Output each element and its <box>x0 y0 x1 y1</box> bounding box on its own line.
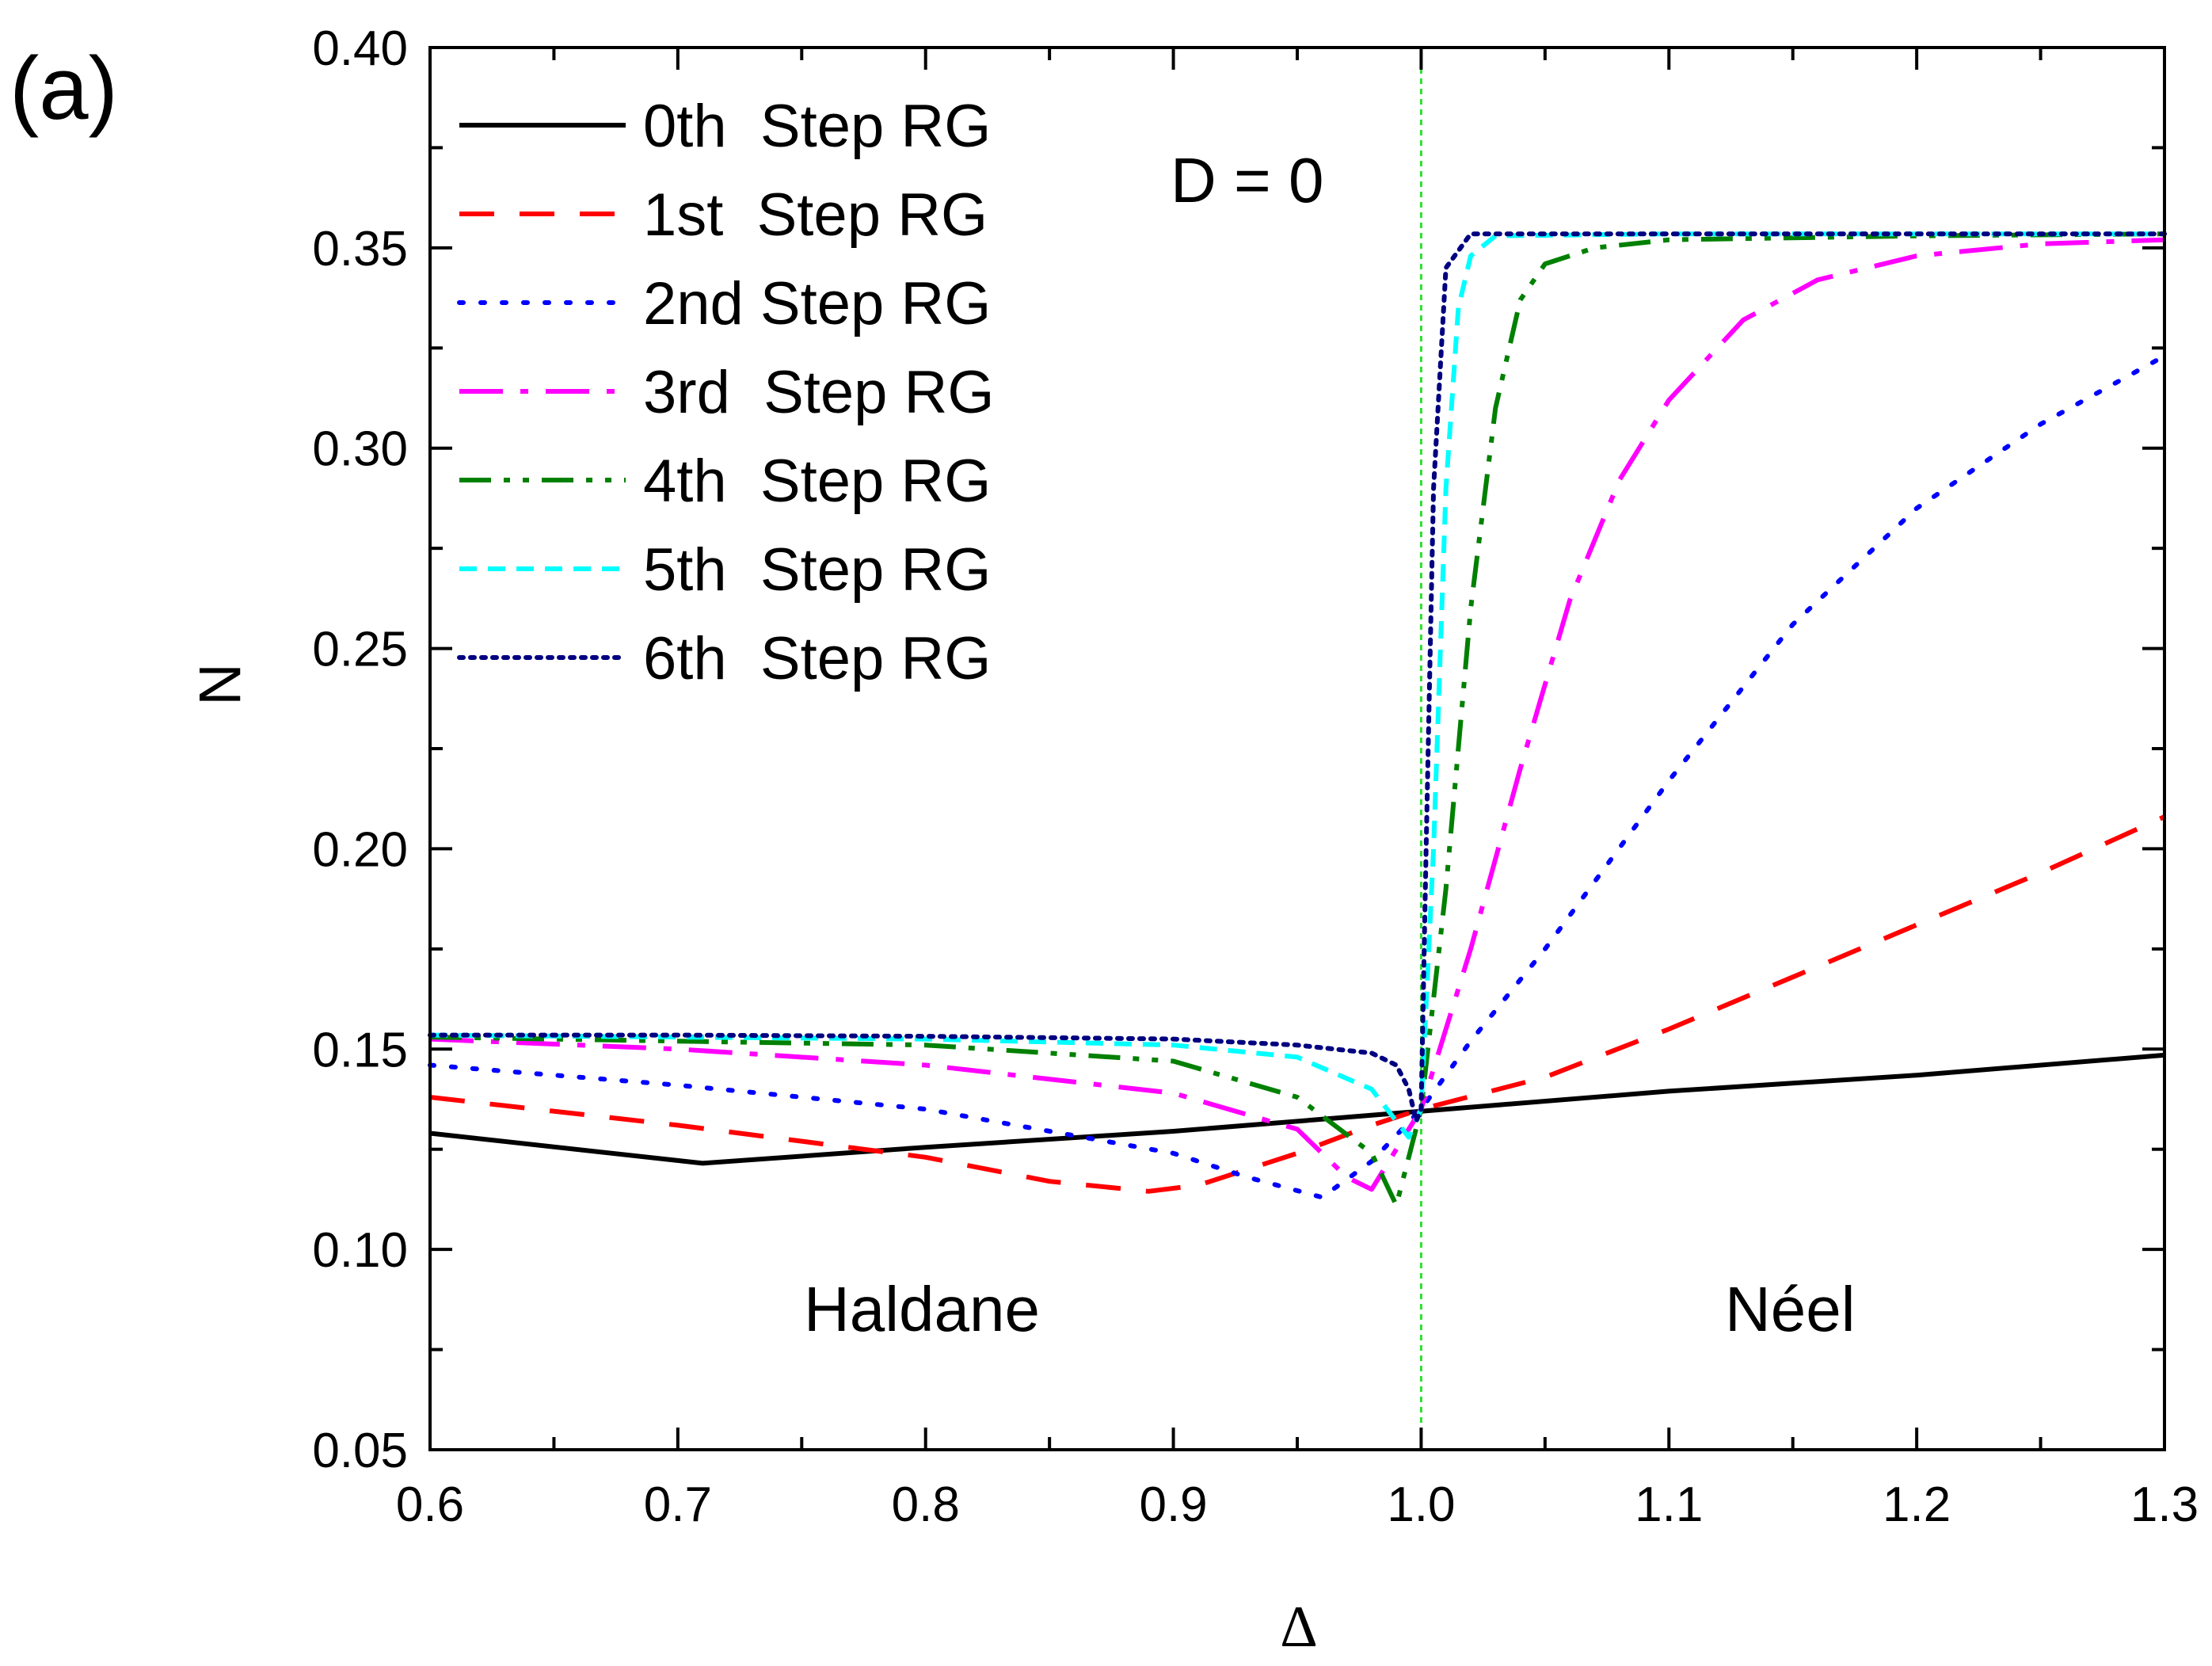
y-tick-label: 0.05 <box>312 1424 408 1478</box>
legend-item: 6th Step RG <box>457 625 991 692</box>
x-tick-label: 1.1 <box>1635 1477 1703 1532</box>
x-tick-labels: 0.6 0.7 0.8 0.9 1.0 1.1 1.2 1.3 <box>396 1477 2199 1532</box>
y-tick-labels: 0.05 0.10 0.15 0.20 0.25 0.30 0.35 0.40 <box>312 21 408 1478</box>
series-line-6 <box>428 231 2167 1124</box>
legend-label: 5th Step RG <box>643 536 991 604</box>
legend-label: 6th Step RG <box>643 625 991 692</box>
legend-item: 2nd Step RG <box>457 270 991 337</box>
legend: 0th Step RG 1st Step RG 2nd Step RG 3rd Ste… <box>457 93 995 692</box>
plot-frame <box>428 46 2166 1451</box>
legend-item: 3rd Step RG <box>459 359 995 426</box>
panel-label: (a) <box>10 39 118 138</box>
annotation-haldane: Haldane <box>804 1274 1040 1344</box>
legend-label: 0th Step RG <box>643 93 991 160</box>
x-tick-label: 1.0 <box>1387 1477 1455 1532</box>
series-line-0 <box>429 1052 2165 1166</box>
series-line-4 <box>429 231 2165 1208</box>
legend-item: 5th Step RG <box>459 536 991 604</box>
legend-label: 1st Step RG <box>643 181 988 249</box>
series-lines <box>428 231 2167 1208</box>
x-tick-label: 0.9 <box>1139 1477 1207 1532</box>
y-tick-label: 0.15 <box>312 1023 408 1077</box>
x-tick-label: 1.3 <box>2130 1477 2199 1532</box>
y-tick-label: 0.10 <box>312 1223 408 1278</box>
legend-label: 2nd Step RG <box>643 270 991 337</box>
legend-label: 3rd Step RG <box>643 359 995 426</box>
series-line-3 <box>429 237 2165 1192</box>
legend-item: 4th Step RG <box>459 448 991 515</box>
x-tick-label: 1.2 <box>1883 1477 1951 1532</box>
annotation-d-equals-0: D = 0 <box>1171 145 1323 215</box>
y-axis-title: N <box>187 663 253 705</box>
x-tick-label: 0.7 <box>644 1477 712 1532</box>
y-tick-label: 0.40 <box>312 21 408 76</box>
y-tick-label: 0.20 <box>312 822 408 877</box>
legend-item: 1st Step RG <box>459 181 988 249</box>
annotation-neel: Néel <box>1725 1274 1856 1344</box>
x-axis-title: Δ <box>1280 1595 1318 1660</box>
legend-label: 4th Step RG <box>643 448 991 515</box>
y-tick-label: 0.25 <box>312 623 408 677</box>
y-tick-label: 0.35 <box>312 222 408 276</box>
series-line-2 <box>428 353 2167 1200</box>
y-tick-label: 0.30 <box>312 422 408 477</box>
x-tick-label: 0.6 <box>396 1477 464 1532</box>
legend-item: 0th Step RG <box>459 93 991 160</box>
x-tick-label: 0.8 <box>892 1477 960 1532</box>
